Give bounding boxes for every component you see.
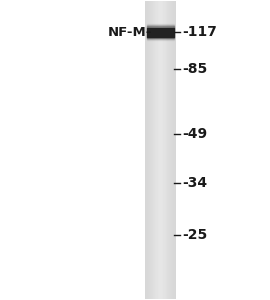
Bar <box>147 37 174 38</box>
Bar <box>147 26 174 28</box>
Bar <box>147 37 174 39</box>
Text: -49: -49 <box>182 127 207 141</box>
Bar <box>147 37 174 40</box>
Text: -117: -117 <box>182 25 217 39</box>
Text: -25: -25 <box>182 228 207 242</box>
Bar <box>147 24 174 28</box>
Text: NF-M-: NF-M- <box>108 26 153 38</box>
Text: -85: -85 <box>182 62 207 76</box>
Bar <box>147 28 174 37</box>
Text: -34: -34 <box>182 176 207 190</box>
Bar <box>147 25 174 28</box>
